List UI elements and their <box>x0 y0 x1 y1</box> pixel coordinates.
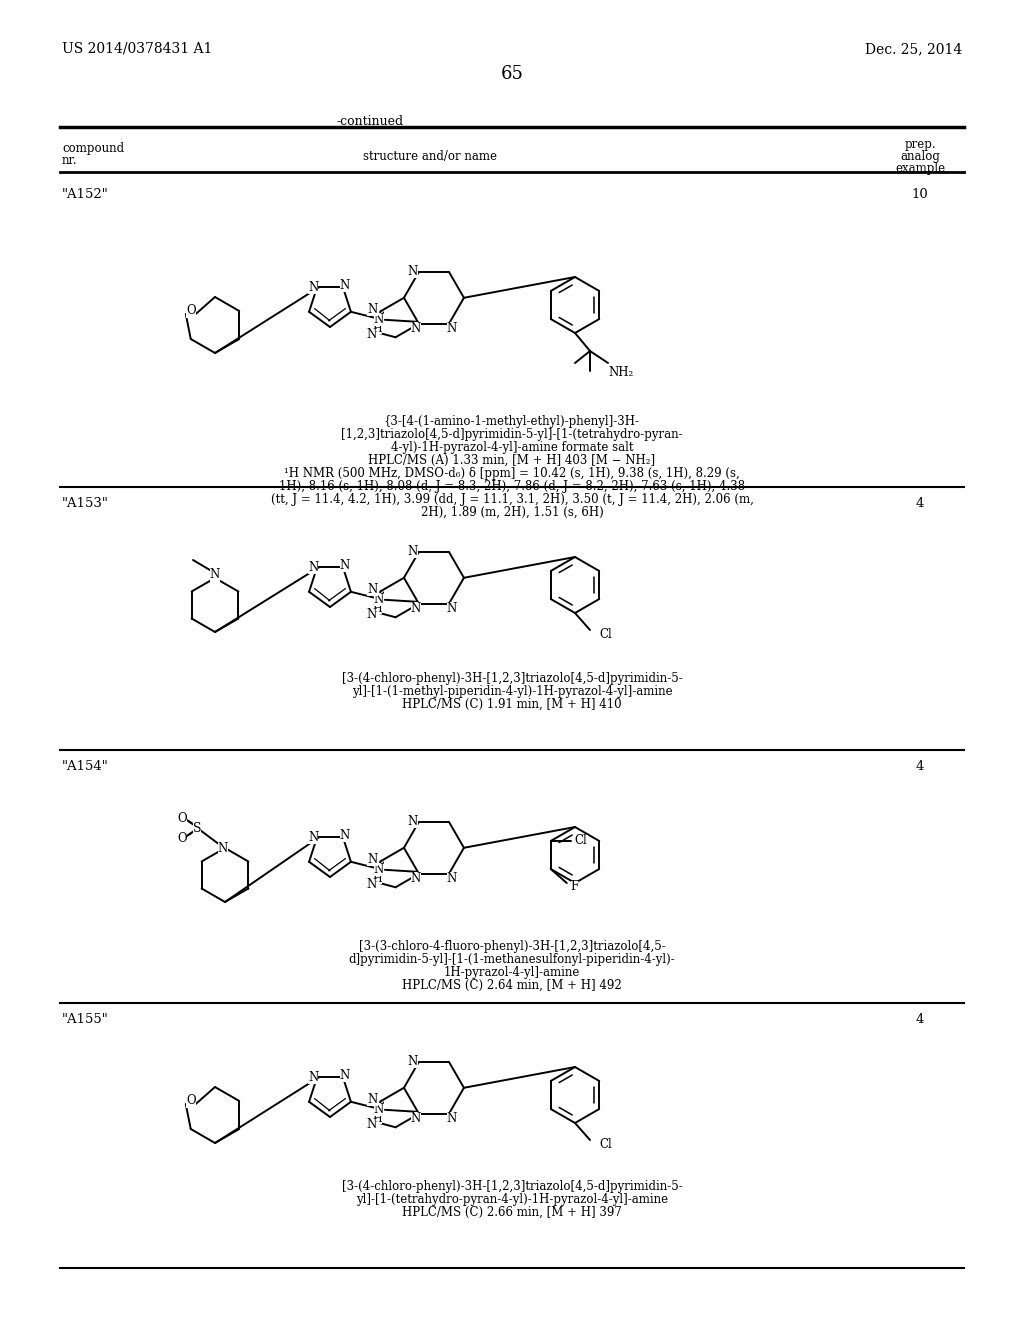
Text: yl]-[1-(tetrahydro-pyran-4-yl)-1H-pyrazol-4-yl]-amine: yl]-[1-(tetrahydro-pyran-4-yl)-1H-pyrazo… <box>356 1193 668 1206</box>
Text: N: N <box>340 279 350 292</box>
Text: 4: 4 <box>915 760 925 774</box>
Text: {3-[4-(1-amino-1-methyl-ethyl)-phenyl]-3H-: {3-[4-(1-amino-1-methyl-ethyl)-phenyl]-3… <box>384 414 640 428</box>
Text: 2H), 1.89 (m, 2H), 1.51 (s, 6H): 2H), 1.89 (m, 2H), 1.51 (s, 6H) <box>421 506 603 519</box>
Text: N: N <box>446 602 457 615</box>
Text: N: N <box>366 609 376 622</box>
Text: example: example <box>895 162 945 176</box>
Text: N: N <box>374 1104 384 1117</box>
Text: N: N <box>308 1071 318 1084</box>
Text: N: N <box>446 322 457 335</box>
Text: nr.: nr. <box>62 154 78 168</box>
Text: yl]-[1-(1-methyl-piperidin-4-yl)-1H-pyrazol-4-yl]-amine: yl]-[1-(1-methyl-piperidin-4-yl)-1H-pyra… <box>351 685 673 698</box>
Text: N: N <box>374 313 384 326</box>
Text: N: N <box>411 873 421 886</box>
Text: N: N <box>408 545 418 558</box>
Text: N: N <box>366 1118 376 1131</box>
Text: ¹H NMR (500 MHz, DMSO-d₆) δ [ppm] = 10.42 (s, 1H), 9.38 (s, 1H), 8.29 (s,: ¹H NMR (500 MHz, DMSO-d₆) δ [ppm] = 10.4… <box>284 467 740 480</box>
Text: F: F <box>570 880 579 894</box>
Text: N: N <box>218 842 228 854</box>
Text: O: O <box>186 1094 196 1107</box>
Text: Dec. 25, 2014: Dec. 25, 2014 <box>864 42 962 55</box>
Text: Cl: Cl <box>574 834 588 847</box>
Text: 4: 4 <box>915 498 925 510</box>
Text: compound: compound <box>62 143 124 154</box>
Text: N: N <box>368 302 378 315</box>
Text: N: N <box>446 1113 457 1125</box>
Text: N: N <box>340 558 350 572</box>
Text: HPLC/MS (C) 2.64 min, [M + H] 492: HPLC/MS (C) 2.64 min, [M + H] 492 <box>402 979 622 993</box>
Text: 4: 4 <box>915 1012 925 1026</box>
Text: 1H), 8.16 (s, 1H), 8.08 (d, J = 8.3, 2H), 7.86 (d, J = 8.2, 2H), 7.63 (s, 1H), 4: 1H), 8.16 (s, 1H), 8.08 (d, J = 8.3, 2H)… <box>279 480 745 492</box>
Text: N: N <box>308 281 318 294</box>
Text: N: N <box>446 873 457 886</box>
Text: N: N <box>408 816 418 829</box>
Text: N: N <box>366 878 376 891</box>
Text: Cl: Cl <box>599 1138 611 1151</box>
Text: HPLC/MS (C) 2.66 min, [M + H] 397: HPLC/MS (C) 2.66 min, [M + H] 397 <box>402 1206 622 1218</box>
Text: N: N <box>374 593 384 606</box>
Text: NH₂: NH₂ <box>608 367 633 380</box>
Text: N: N <box>374 863 384 876</box>
Text: structure and/or name: structure and/or name <box>362 150 497 162</box>
Text: [3-(4-chloro-phenyl)-3H-[1,2,3]triazolo[4,5-d]pyrimidin-5-: [3-(4-chloro-phenyl)-3H-[1,2,3]triazolo[… <box>342 672 682 685</box>
Text: N: N <box>366 329 376 342</box>
Text: N: N <box>368 583 378 595</box>
Text: 1H-pyrazol-4-yl]-amine: 1H-pyrazol-4-yl]-amine <box>443 966 581 979</box>
Text: "A153": "A153" <box>62 498 109 510</box>
Text: "A154": "A154" <box>62 760 109 774</box>
Text: N: N <box>411 322 421 335</box>
Text: H: H <box>372 603 382 614</box>
Text: [3-(4-chloro-phenyl)-3H-[1,2,3]triazolo[4,5-d]pyrimidin-5-: [3-(4-chloro-phenyl)-3H-[1,2,3]triazolo[… <box>342 1180 682 1193</box>
Text: N: N <box>210 569 220 582</box>
Text: N: N <box>368 1093 378 1106</box>
Text: -continued: -continued <box>337 115 403 128</box>
Text: prep.: prep. <box>904 139 936 150</box>
Text: N: N <box>408 1055 418 1068</box>
Text: (tt, J = 11.4, 4.2, 1H), 3.99 (dd, J = 11.1, 3.1, 2H), 3.50 (t, J = 11.4, 2H), 2: (tt, J = 11.4, 4.2, 1H), 3.99 (dd, J = 1… <box>270 492 754 506</box>
Text: N: N <box>411 602 421 615</box>
Text: HPLC/MS (A) 1.33 min, [M + H] 403 [M − NH₂]: HPLC/MS (A) 1.33 min, [M + H] 403 [M − N… <box>369 454 655 467</box>
Text: [3-(3-chloro-4-fluoro-phenyl)-3H-[1,2,3]triazolo[4,5-: [3-(3-chloro-4-fluoro-phenyl)-3H-[1,2,3]… <box>358 940 666 953</box>
Text: N: N <box>340 829 350 842</box>
Text: analog: analog <box>900 150 940 162</box>
Text: H: H <box>372 323 382 334</box>
Text: N: N <box>411 1113 421 1125</box>
Text: US 2014/0378431 A1: US 2014/0378431 A1 <box>62 42 212 55</box>
Text: N: N <box>340 1069 350 1081</box>
Text: "A152": "A152" <box>62 187 109 201</box>
Text: Cl: Cl <box>599 628 611 642</box>
Text: N: N <box>368 853 378 866</box>
Text: N: N <box>308 561 318 574</box>
Text: O: O <box>177 832 186 845</box>
Text: HPLC/MS (C) 1.91 min, [M + H] 410: HPLC/MS (C) 1.91 min, [M + H] 410 <box>402 698 622 711</box>
Text: H: H <box>372 874 382 884</box>
Text: 4-yl)-1H-pyrazol-4-yl]-amine formate salt: 4-yl)-1H-pyrazol-4-yl]-amine formate sal… <box>391 441 633 454</box>
Text: O: O <box>186 305 196 318</box>
Text: H: H <box>372 1114 382 1123</box>
Text: S: S <box>193 821 202 834</box>
Text: 10: 10 <box>911 187 929 201</box>
Text: "A155": "A155" <box>62 1012 109 1026</box>
Text: N: N <box>308 830 318 843</box>
Text: N: N <box>408 265 418 279</box>
Text: O: O <box>177 812 186 825</box>
Text: [1,2,3]triazolo[4,5-d]pyrimidin-5-yl]-[1-(tetrahydro-pyran-: [1,2,3]triazolo[4,5-d]pyrimidin-5-yl]-[1… <box>341 428 683 441</box>
Text: 65: 65 <box>501 65 523 83</box>
Text: d]pyrimidin-5-yl]-[1-(1-methanesulfonyl-piperidin-4-yl)-: d]pyrimidin-5-yl]-[1-(1-methanesulfonyl-… <box>348 953 676 966</box>
